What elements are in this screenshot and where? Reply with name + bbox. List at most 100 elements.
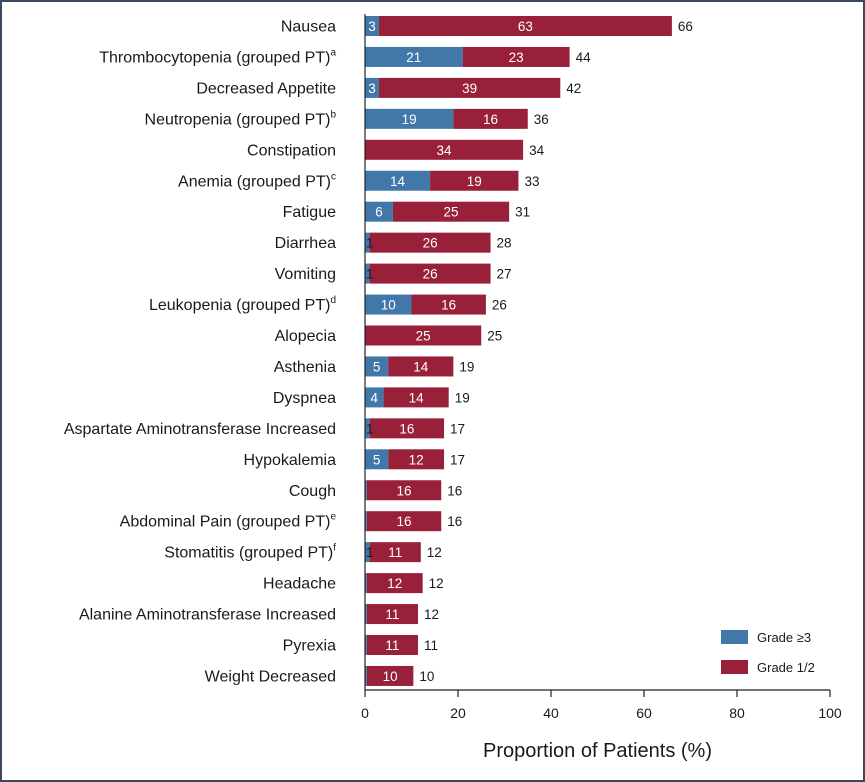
grade3-bar-segment [365,573,367,594]
segment-value-label: 1 [366,545,374,560]
total-value-label: 44 [576,50,592,65]
category-label: Pyrexia [283,638,336,655]
total-value-label: 19 [459,359,474,374]
segment-value-label: 14 [409,390,425,405]
grade3-bar-segment [365,16,379,36]
category-label: Alopecia [275,328,336,345]
legend-label: Grade 1/2 [757,660,815,675]
total-value-label: 11 [424,638,438,653]
grade12-bar-segment [365,139,524,160]
grade12-bar-segment [369,542,421,563]
segment-value-label: 3 [368,81,376,96]
segment-value-label: 14 [413,359,429,374]
grade12-bar-segment [369,232,491,253]
grade12-bar-segment [462,46,570,67]
x-tick-label: 40 [543,705,559,721]
grade12-bar-segment [411,294,486,315]
grade12-bar-segment [430,170,519,191]
segment-value-label: 26 [423,236,438,251]
category-label: Weight Decreased [205,668,336,685]
total-value-label: 10 [419,669,434,684]
category-label: Asthenia [274,359,336,376]
grade3-bar-segment [365,201,393,222]
grade12-bar-segment [369,418,445,439]
category-label: Abdominal Pain (grouped PT)e [120,512,337,531]
segment-value-label: 26 [423,267,438,282]
x-tick-label: 20 [450,705,466,721]
category-label: Neutropenia (grouped PT)b [145,109,337,128]
grade3-bar-segment [365,294,412,315]
grade3-bar-segment [365,635,367,655]
grade12-bar-segment [365,325,482,346]
grade3-bar-segment [365,604,367,625]
category-label: Vomiting [275,266,336,283]
segment-value-label: 16 [483,112,498,127]
total-value-label: 27 [497,267,512,282]
grade3-bar-segment [365,511,367,532]
grade12-bar-segment [369,263,491,284]
segment-value-label: 5 [373,452,381,467]
bars-layer [365,16,672,686]
segment-value-label: 19 [467,174,482,189]
segment-value-label: 3 [368,19,376,34]
total-value-label: 12 [427,545,442,560]
segment-value-label: 1 [366,267,374,282]
footnote-marker: b [330,109,336,120]
total-value-label: 36 [534,112,549,127]
grade12-bar-segment [378,77,561,98]
segment-value-label: 19 [402,112,417,127]
grade3-bar-segment [365,542,370,563]
legend: Grade ≥3 Grade 1/2 [721,630,815,675]
grade12-bar-segment [388,356,454,377]
segment-value-label: 34 [437,143,453,158]
total-value-label: 26 [492,298,507,313]
grade12-bar-segment [366,665,414,686]
footnote-marker: e [330,512,336,523]
segment-value-label: 12 [409,452,424,467]
x-tick-label: 100 [818,705,842,721]
segment-value-label: 4 [371,390,379,405]
grade12-bar-segment [366,635,419,655]
segment-value-label: 23 [509,50,524,65]
grade12-bar-segment [366,511,442,532]
category-label: Alanine Aminotransferase Increased [79,607,336,624]
grade12-bar-segment [392,201,510,222]
segment-value-label: 11 [388,545,402,560]
grade12-bar-segment [388,449,445,470]
grade3-bar-segment [365,170,431,191]
total-value-label: 12 [424,607,439,622]
total-value-label: 34 [529,143,545,158]
footnote-marker: d [330,295,336,306]
footnote-marker: f [333,543,336,554]
total-value-label: 16 [447,483,462,498]
category-label: Stomatitis (grouped PT)f [164,543,336,562]
segment-value-label: 25 [444,205,459,220]
grade3-bar-segment [365,356,389,377]
segment-value-label: 16 [397,514,412,529]
segment-value-label: 25 [416,329,431,344]
grade12-bar-segment [378,16,672,36]
category-label: Diarrhea [275,235,336,252]
segment-value-label: 39 [462,81,477,96]
category-label: Decreased Appetite [196,80,336,97]
segment-value-label: 63 [518,19,533,34]
grade12-bar-segment [366,604,419,625]
grade12-bar-segment [383,387,449,408]
category-label: Anemia (grouped PT)c [178,171,336,190]
grade12-bar-segment [366,480,442,501]
grade3-bar-segment [365,665,367,686]
category-label: Fatigue [283,204,336,221]
total-value-label: 28 [497,236,512,251]
legend-label: Grade ≥3 [757,630,811,645]
x-tick-label: 60 [636,705,652,721]
segment-value-label: 16 [399,421,414,436]
grade3-bar-segment [365,263,370,284]
segment-value-label: 12 [387,576,402,591]
grade3-bar-segment [365,232,370,253]
segment-value-label: 11 [385,638,399,653]
category-label: Thrombocytopenia (grouped PT)a [99,47,336,66]
category-label: Constipation [247,142,336,159]
total-value-label: 33 [524,174,539,189]
grade3-bar-segment [365,480,367,501]
